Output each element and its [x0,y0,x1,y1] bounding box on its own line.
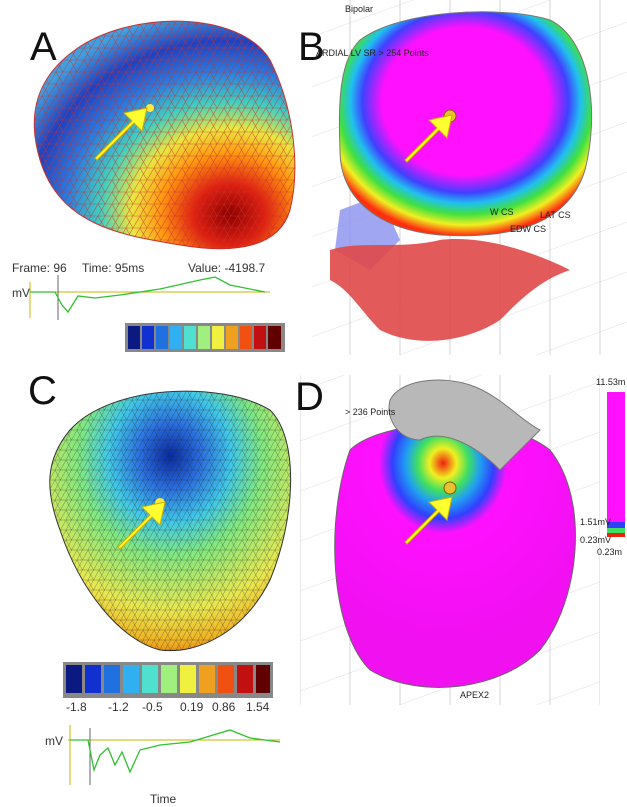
panel-label: D [295,375,324,419]
colorbar [607,392,625,537]
swatch [226,326,238,349]
swatch [85,665,101,693]
voltage-map [335,424,576,688]
map-name: ARDIAL LV SR > 254 Points [316,48,429,58]
panel-d: D > 236 Points 11.53m 1.51mV 0.23mV 0.23… [295,375,625,705]
panel-label: C [28,369,57,413]
swatch [180,665,196,693]
swatch [607,392,625,522]
figure: A Frame: 96 Time: 95ms Value: -4198.7 mV [0,0,627,807]
colorbar [63,662,273,698]
swatch [128,326,140,349]
swatch [184,326,196,349]
site-label: EDW CS [510,224,546,234]
time-label: Time: 95ms [82,261,144,275]
unit-label: mV [45,734,63,748]
swatch [170,326,182,349]
swatch [199,665,215,693]
voltage-map [339,12,591,236]
swatch [254,326,266,349]
swatch [256,665,270,693]
swatch [66,665,82,693]
swatch [198,326,210,349]
map-name: > 236 Points [345,407,396,417]
scale-label: -1.8 [66,700,87,714]
scale-label: 1.51mV [580,517,611,527]
scale-label: 0.23m [597,547,622,557]
x-label: Time [150,792,177,806]
panel-label: B [298,25,325,69]
mesh [50,391,291,651]
trace [30,277,265,312]
colorbar [125,323,285,352]
swatch [123,665,139,693]
trace [70,730,280,772]
panel-c: C -1.8 -1.2 -0.5 0.19 0.86 1.54 mV Time [28,369,291,806]
swatch [156,326,168,349]
swatch [268,326,281,349]
site-label: LAT CS [540,210,571,220]
scale-label: 0.19 [180,700,204,714]
panel-b: B Bipolar ARDIAL LV SR > 254 Points W CS… [298,0,627,355]
scale-label: -0.5 [142,700,163,714]
marker [444,482,456,494]
panel-a: A Frame: 96 Time: 95ms Value: -4198.7 mV [12,21,295,352]
site-label: W CS [490,207,514,217]
swatch [218,665,234,693]
scale-label: -1.2 [108,700,129,714]
frame-label: Frame: 96 [12,261,67,275]
scale-label: 1.54 [246,700,270,714]
swatch [142,665,158,693]
swatch [237,665,253,693]
swatch [607,528,625,533]
scale-label: 11.53m [596,377,625,387]
swatch [104,665,120,693]
scale-label: 0.86 [212,700,236,714]
swatch [212,326,224,349]
value-label: Value: -4198.7 [188,261,265,275]
scale-label: 0.23mV [580,535,611,545]
swatch [142,326,154,349]
site-label: APEX2 [460,690,489,700]
panel-label: A [30,25,57,69]
unit-label: mV [12,286,30,300]
mode-label: Bipolar [345,4,373,14]
swatch [161,665,177,693]
swatch [240,326,252,349]
mesh [34,21,295,249]
